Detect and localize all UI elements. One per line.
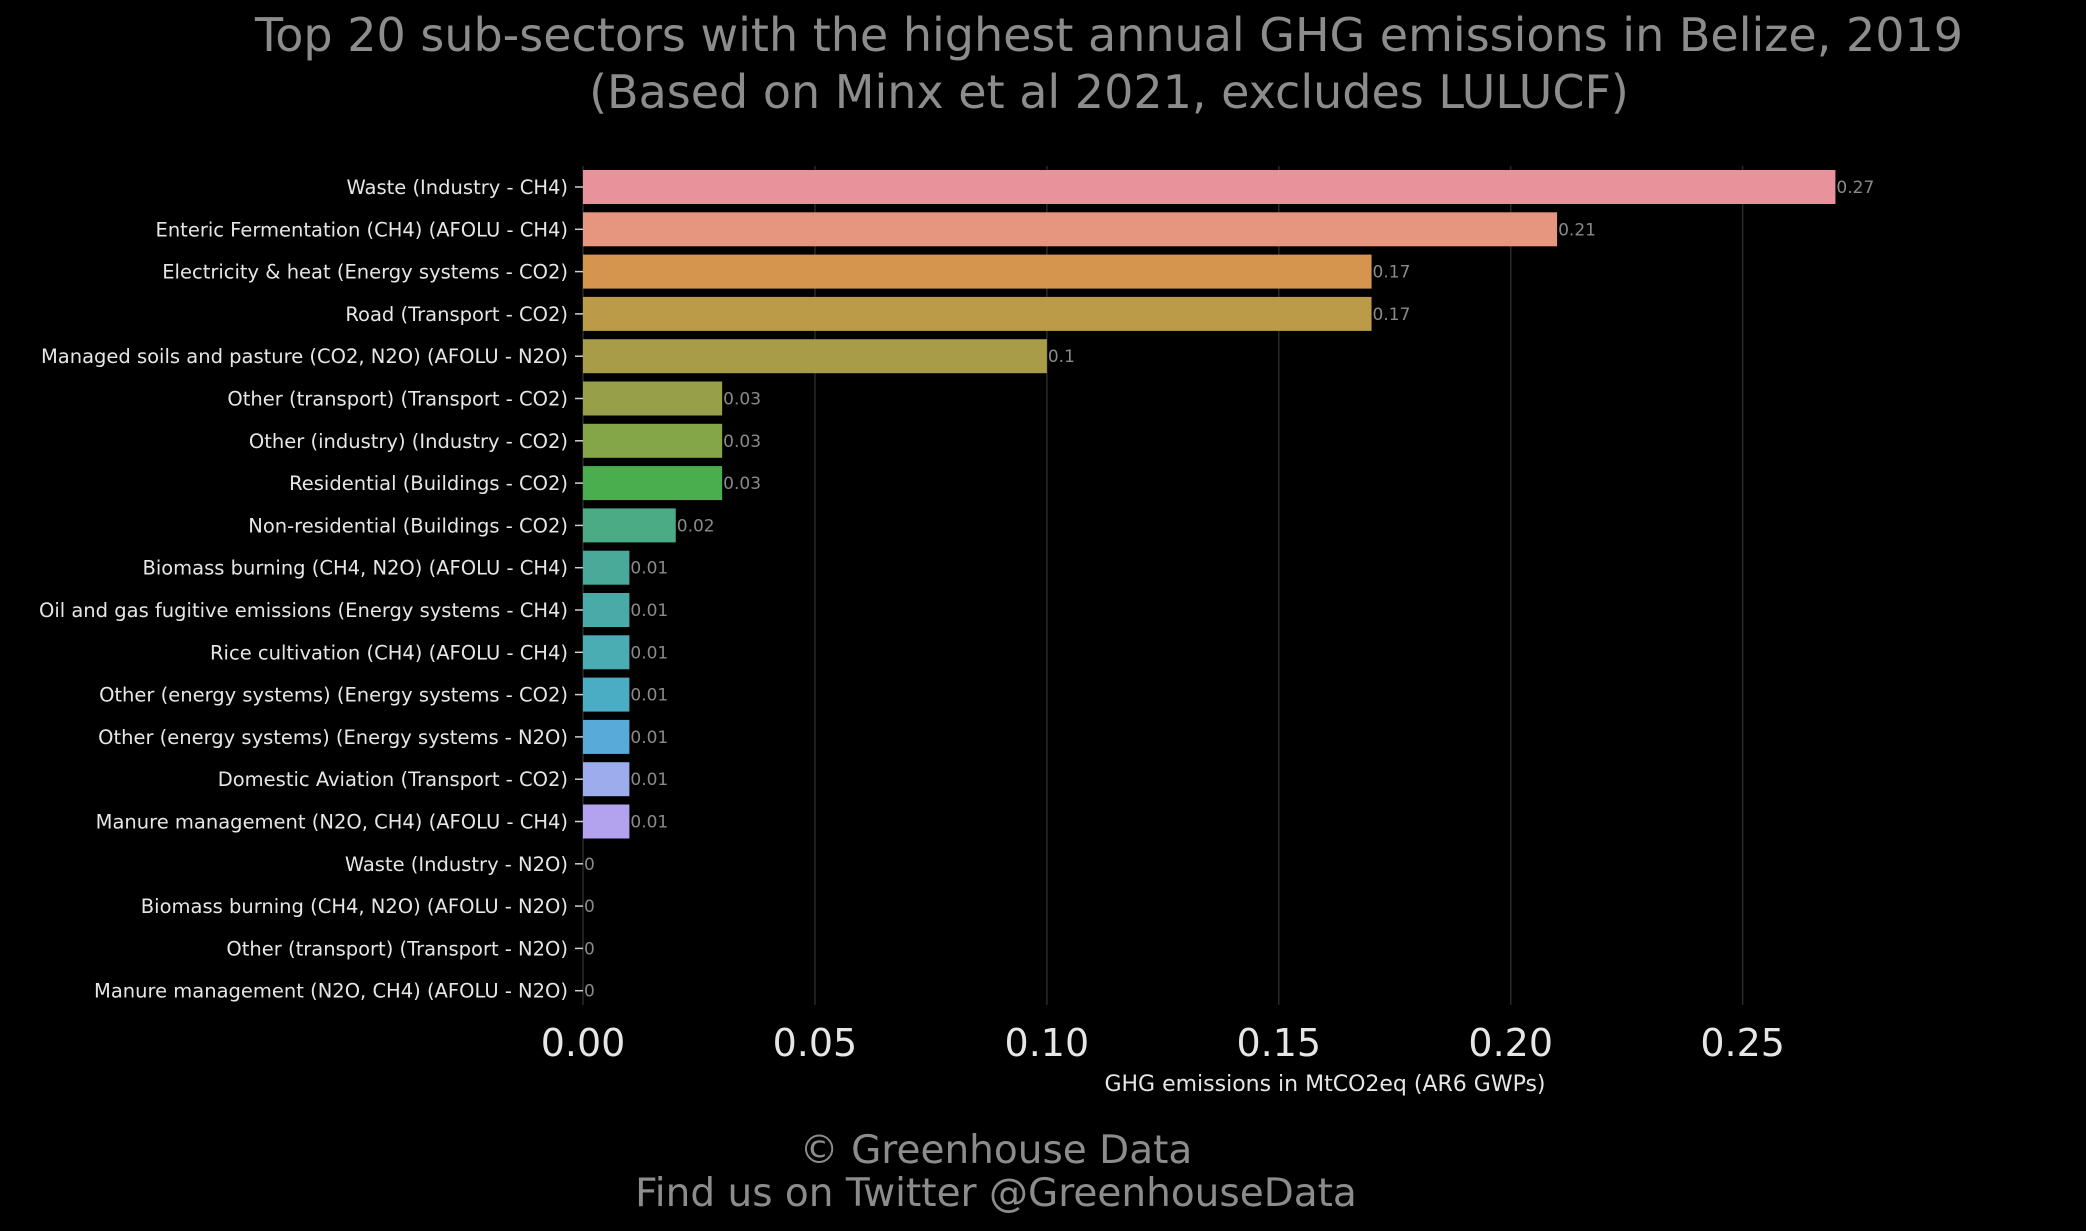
chart-subtitle: (Based on Minx et al 2021, excludes LULU… — [589, 65, 1629, 119]
category-label: Other (industry) (Industry - CO2) — [249, 430, 568, 453]
x-tick-label: 0.25 — [1700, 1021, 1785, 1065]
bar — [583, 170, 1836, 204]
category-label: Manure management (N2O, CH4) (AFOLU - N2… — [94, 980, 568, 1003]
category-label: Road (Transport - CO2) — [345, 303, 568, 326]
category-label: Waste (Industry - N2O) — [345, 853, 568, 876]
data-label: 0 — [584, 982, 595, 1002]
footer-copyright: © Greenhouse Data — [800, 1128, 1193, 1173]
data-label: 0.21 — [1558, 220, 1596, 240]
data-label: 0.01 — [630, 686, 668, 706]
data-label: 0.1 — [1048, 347, 1075, 367]
data-label: 0.01 — [630, 559, 668, 579]
category-label: Managed soils and pasture (CO2, N2O) (AF… — [41, 345, 568, 368]
bar-layer — [583, 170, 1836, 839]
bar — [583, 423, 723, 458]
data-label: 0.01 — [630, 643, 668, 663]
x-axis-label: GHG emissions in MtCO2eq (AR6 GWPs) — [1104, 1072, 1545, 1097]
category-label: Oil and gas fugitive emissions (Energy s… — [39, 599, 568, 622]
data-label: 0.01 — [630, 728, 668, 748]
category-label: Domestic Aviation (Transport - CO2) — [218, 768, 568, 791]
data-label: 0.17 — [1373, 305, 1411, 325]
bar — [583, 254, 1372, 289]
label-layer: Waste (Industry - CH4) 0.27 Enteric Fermen… — [39, 176, 1874, 1003]
category-label: Electricity & heat (Energy systems - CO2… — [162, 261, 568, 284]
bar — [583, 677, 630, 712]
category-label: Enteric Fermentation (CH4) (AFOLU - CH4) — [156, 218, 569, 241]
bar — [583, 381, 723, 416]
bar — [583, 466, 723, 501]
category-label: Rice cultivation (CH4) (AFOLU - CH4) — [210, 641, 568, 664]
x-tick-label: 0.00 — [541, 1021, 626, 1065]
x-tick-label: 0.10 — [1005, 1021, 1090, 1065]
data-label: 0.01 — [630, 601, 668, 621]
bar — [583, 804, 630, 839]
tick-layer: 0.00 0.05 0.10 0.15 0.20 0.25 — [541, 186, 1785, 1065]
x-tick-label: 0.05 — [773, 1021, 858, 1065]
bar — [583, 550, 630, 585]
bar — [583, 593, 630, 627]
category-label: Residential (Buildings - CO2) — [289, 472, 568, 495]
data-label: 0.03 — [723, 474, 761, 494]
category-label: Other (energy systems) (Energy systems -… — [98, 726, 568, 749]
category-label: Other (transport) (Transport - N2O) — [226, 937, 568, 960]
data-label: 0.27 — [1836, 178, 1874, 198]
bar — [583, 508, 676, 543]
data-label: 0.03 — [723, 390, 761, 410]
data-label: 0 — [584, 939, 595, 959]
bar — [583, 635, 630, 670]
x-tick-label: 0.15 — [1236, 1021, 1321, 1065]
data-label: 0 — [584, 855, 595, 875]
x-tick-label: 0.20 — [1468, 1021, 1553, 1065]
footer-twitter: Find us on Twitter @GreenhouseData — [635, 1171, 1357, 1216]
chart-title: Top 20 sub-sectors with the highest annu… — [254, 8, 1963, 62]
data-label: 0 — [584, 897, 595, 917]
category-label: Waste (Industry - CH4) — [346, 176, 568, 199]
data-label: 0.03 — [723, 432, 761, 452]
bar — [583, 762, 630, 797]
bar — [583, 719, 630, 754]
category-label: Manure management (N2O, CH4) (AFOLU - CH… — [96, 811, 568, 834]
data-label: 0.01 — [630, 770, 668, 790]
data-label: 0.17 — [1373, 263, 1411, 283]
bar — [583, 212, 1558, 247]
bar — [583, 296, 1372, 331]
bar — [583, 339, 1047, 374]
category-label: Biomass burning (CH4, N2O) (AFOLU - CH4) — [142, 557, 568, 580]
category-label: Other (energy systems) (Energy systems -… — [99, 684, 568, 707]
data-label: 0.01 — [630, 813, 668, 833]
category-label: Other (transport) (Transport - CO2) — [227, 388, 568, 411]
category-label: Non-residential (Buildings - CO2) — [248, 514, 568, 537]
grid-layer — [582, 166, 1744, 1005]
data-label: 0.02 — [677, 516, 715, 536]
category-label: Biomass burning (CH4, N2O) (AFOLU - N2O) — [141, 895, 568, 918]
